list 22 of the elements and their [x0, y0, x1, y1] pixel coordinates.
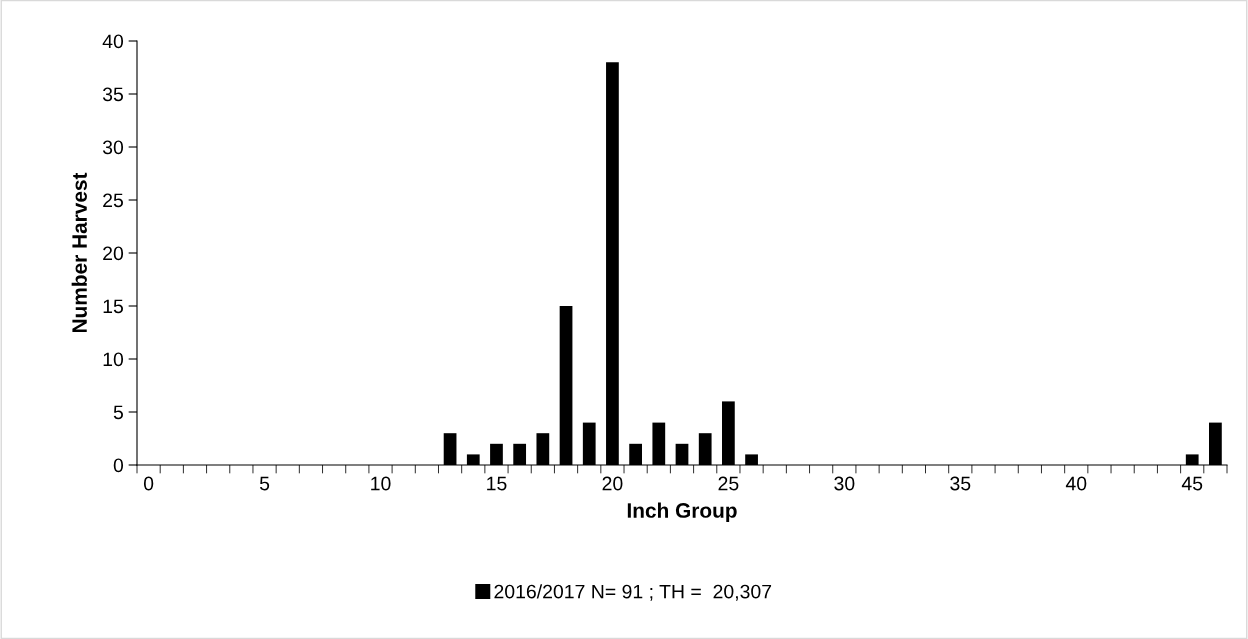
- x-tick-label: 25: [718, 476, 739, 491]
- x-tick-label: 15: [487, 476, 507, 491]
- x-tick-label: 35: [950, 476, 971, 491]
- y-tick-label: 5: [113, 405, 123, 420]
- legend-label: 2016/2017 N= 91 ; TH = 20,307: [494, 584, 772, 601]
- y-tick-label: 40: [102, 34, 124, 49]
- x-tick-label: 45: [1181, 476, 1203, 491]
- y-axis-title: Number Harvest: [71, 172, 87, 333]
- x-tick-label: 30: [834, 476, 855, 491]
- x-tick-label: 20: [602, 476, 623, 491]
- x-tick-label: 5: [259, 476, 270, 491]
- y-tick-label: 30: [102, 140, 124, 155]
- x-tick-label: 40: [1065, 476, 1087, 491]
- x-tick-label: 10: [371, 476, 391, 491]
- y-tick-label: 15: [103, 299, 123, 314]
- y-tick-label: 0: [113, 458, 124, 473]
- y-tick-label: 25: [103, 193, 123, 208]
- y-tick-label: 35: [102, 87, 123, 102]
- y-tick-label: 10: [103, 352, 124, 367]
- y-tick-label: 20: [103, 246, 124, 261]
- x-axis-title: Inch Group: [627, 502, 737, 522]
- x-tick-label: 0: [143, 476, 154, 491]
